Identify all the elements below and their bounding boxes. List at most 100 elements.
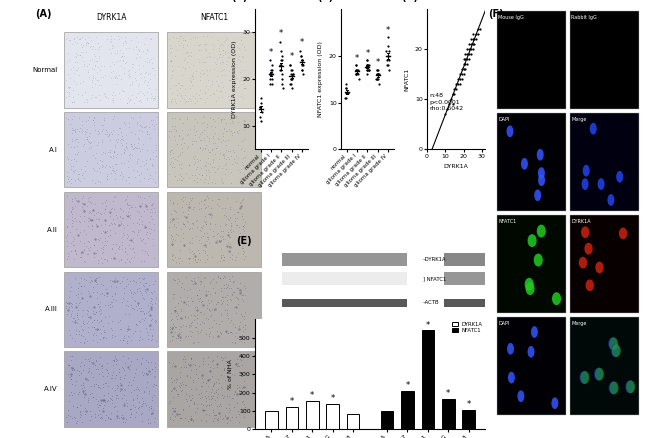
- Point: [100, 217, 110, 224]
- Point: [199, 200, 209, 207]
- Point: [114, 90, 125, 97]
- Point: [240, 291, 250, 298]
- Point: [74, 299, 85, 306]
- Point: [255, 104, 265, 111]
- Point: [226, 222, 237, 229]
- Point: [179, 95, 189, 102]
- Point: [233, 129, 243, 136]
- Point: [175, 383, 185, 390]
- Point: [80, 163, 90, 170]
- Point: [196, 240, 206, 247]
- Point: [105, 37, 116, 44]
- Point: [118, 42, 128, 49]
- Point: [192, 330, 203, 337]
- Point: [241, 335, 252, 342]
- Point: [174, 62, 184, 69]
- Point: [227, 395, 237, 402]
- Point: [190, 217, 201, 224]
- Point: [208, 90, 218, 97]
- Point: [223, 413, 233, 420]
- Point: [250, 165, 260, 172]
- Point: [124, 72, 134, 79]
- Point: [113, 57, 124, 64]
- Point: [77, 44, 88, 51]
- Point: [371, 76, 382, 83]
- Point: [175, 331, 185, 338]
- Point: [198, 217, 209, 224]
- Point: [81, 129, 92, 136]
- Point: [61, 302, 72, 309]
- Point: [67, 115, 77, 122]
- Point: [112, 74, 122, 81]
- Point: [63, 371, 73, 378]
- Point: [98, 381, 108, 388]
- Point: [89, 57, 99, 64]
- Point: [140, 202, 151, 209]
- Point: [351, 71, 361, 78]
- Point: [235, 286, 246, 293]
- Point: [244, 177, 255, 184]
- Point: [202, 233, 213, 240]
- Point: [182, 217, 192, 224]
- Point: [223, 148, 233, 155]
- Point: [142, 81, 153, 88]
- Point: [125, 413, 136, 420]
- Point: [213, 56, 223, 63]
- Point: [73, 232, 83, 239]
- Point: [135, 170, 146, 177]
- Point: [219, 155, 229, 162]
- Point: [94, 290, 105, 297]
- Point: [64, 84, 74, 91]
- Point: [120, 39, 131, 46]
- Point: [72, 126, 83, 133]
- Point: [138, 283, 149, 290]
- Point: [109, 149, 120, 156]
- Point: [101, 172, 112, 179]
- Bar: [442, 399, 454, 429]
- Point: [244, 379, 255, 386]
- Bar: [444, 253, 569, 265]
- Point: [216, 245, 226, 252]
- Point: [249, 114, 259, 121]
- Point: [207, 134, 218, 141]
- Point: [185, 194, 195, 201]
- Point: [239, 222, 250, 229]
- Point: [251, 278, 261, 285]
- Point: [179, 241, 189, 248]
- Point: [131, 303, 141, 310]
- Point: [92, 300, 103, 307]
- Point: [100, 221, 110, 228]
- Point: [128, 330, 138, 337]
- Point: [216, 67, 227, 74]
- Point: [250, 376, 260, 383]
- Point: [214, 223, 225, 230]
- Point: [166, 211, 176, 218]
- Point: [252, 244, 263, 251]
- Point: [131, 77, 141, 84]
- Point: [220, 120, 231, 127]
- Ellipse shape: [526, 282, 535, 295]
- Point: [83, 238, 93, 245]
- Text: *: *: [406, 381, 410, 390]
- Point: [219, 116, 229, 123]
- Point: [148, 66, 159, 73]
- Point: [73, 35, 84, 42]
- Point: [238, 81, 248, 88]
- Point: [181, 170, 192, 177]
- Point: [233, 362, 243, 369]
- Text: *: *: [269, 48, 273, 57]
- Point: [136, 200, 147, 207]
- Point: [133, 229, 143, 236]
- Point: [75, 413, 85, 420]
- Point: [127, 64, 137, 71]
- Point: [78, 170, 88, 177]
- Point: [171, 386, 181, 393]
- Point: [114, 125, 124, 132]
- Point: [188, 281, 198, 288]
- Text: DYRK1A: DYRK1A: [571, 219, 591, 224]
- Point: [119, 225, 129, 232]
- Point: [62, 310, 72, 317]
- Point: [170, 155, 180, 162]
- Point: [201, 217, 211, 224]
- Point: [218, 137, 228, 144]
